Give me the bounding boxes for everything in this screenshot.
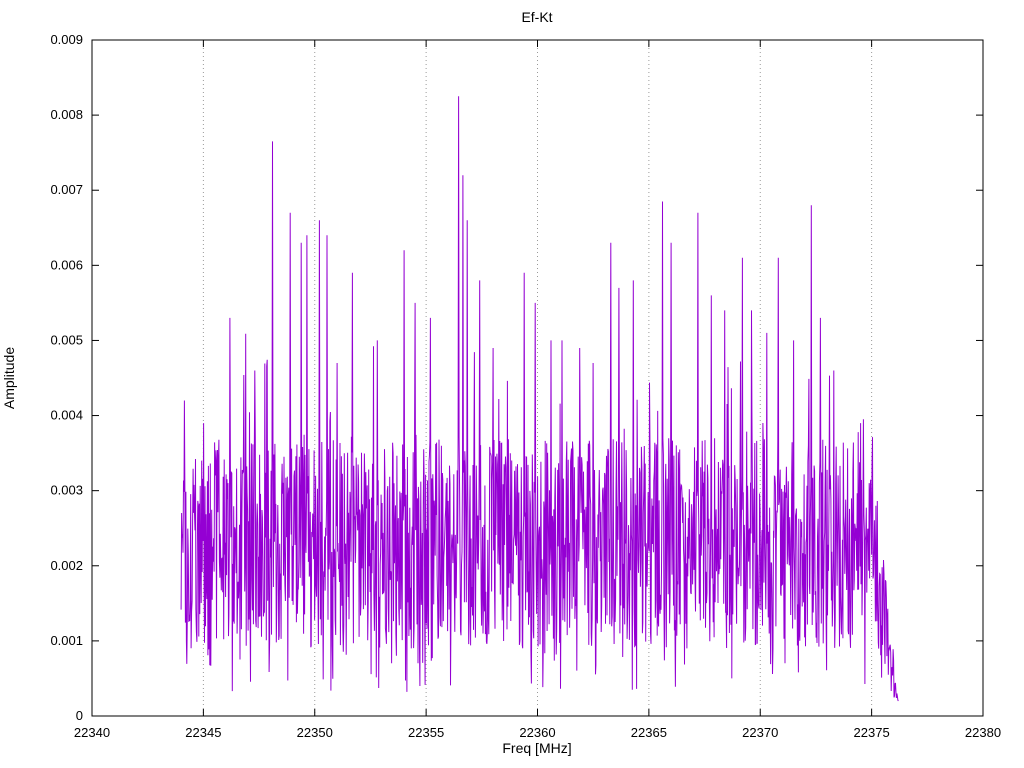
x-tick-label: 22355 — [408, 725, 444, 740]
y-tick-label: 0.007 — [50, 182, 83, 197]
spectrum-line — [180, 96, 899, 702]
y-axis-label: Amplitude — [1, 347, 17, 409]
tick-labels: 22340 22345 22350 22355 22360 22365 22370 22375… — [50, 32, 1001, 740]
x-tick-label: 22370 — [742, 725, 778, 740]
x-tick-label: 22340 — [74, 725, 110, 740]
y-tick-label: 0.005 — [50, 332, 83, 347]
chart-title: Ef-Kt — [521, 9, 552, 25]
x-axis-label: Freq [MHz] — [502, 740, 571, 756]
x-tick-label: 22360 — [519, 725, 555, 740]
x-tick-label: 22365 — [631, 725, 667, 740]
y-tick-label: 0.002 — [50, 558, 83, 573]
y-tick-label: 0.009 — [50, 32, 83, 47]
x-tick-label: 22350 — [297, 725, 333, 740]
x-tick-label: 22345 — [185, 725, 221, 740]
grid — [202, 40, 873, 716]
y-tick-label: 0.001 — [50, 633, 83, 648]
axis-ticks — [91, 39, 984, 717]
x-tick-label: 22380 — [965, 725, 1001, 740]
y-tick-label: 0 — [76, 708, 83, 723]
y-tick-label: 0.006 — [50, 257, 83, 272]
plot-area — [91, 39, 984, 717]
y-tick-label: 0.008 — [50, 107, 83, 122]
x-tick-label: 22375 — [854, 725, 890, 740]
y-tick-label: 0.004 — [50, 408, 83, 423]
y-tick-label: 0.003 — [50, 483, 83, 498]
